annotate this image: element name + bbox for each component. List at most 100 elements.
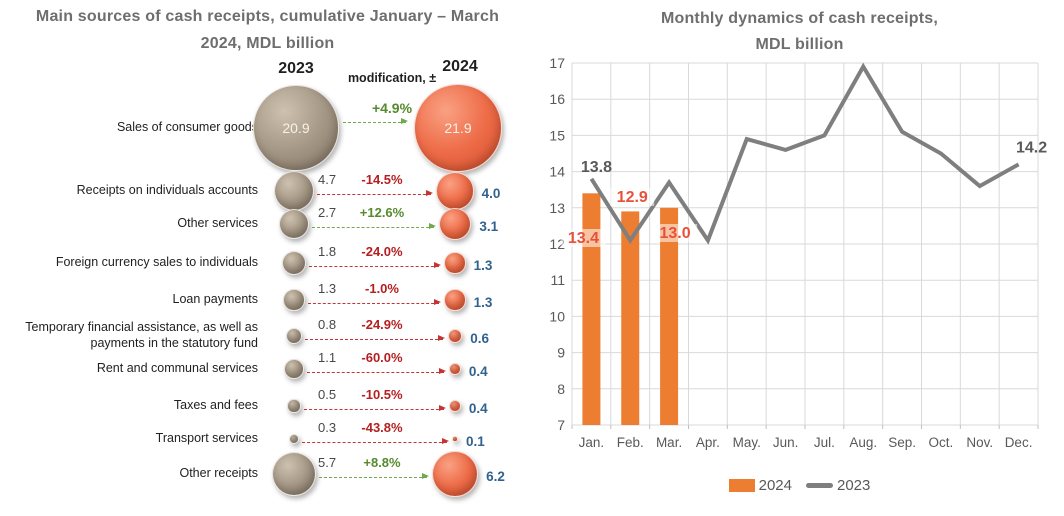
value-2024: 4.0 xyxy=(481,186,501,201)
change-percent: -24.0% xyxy=(361,244,403,259)
bar-2024-Jan. xyxy=(582,193,601,425)
x-tick-label: Sep. xyxy=(888,435,916,450)
value-2024: 0.4 xyxy=(468,364,488,379)
y-tick-label: 10 xyxy=(549,308,565,324)
y-tick-label: 7 xyxy=(557,417,565,433)
right-chart-title-line2: MDL billion xyxy=(755,36,844,53)
legend-item-2024: 2024 xyxy=(728,477,792,494)
change-percent: -24.9% xyxy=(361,317,403,332)
source-label: Foreign currency sales to individuals xyxy=(55,255,258,270)
bubble-2023: 20.9 xyxy=(253,85,339,171)
x-tick-label: Aug. xyxy=(849,435,877,450)
value-2024: 0.6 xyxy=(470,331,489,346)
x-tick-label: Nov. xyxy=(966,435,993,450)
value-2023: 0.5 xyxy=(318,387,337,402)
bubble-2024 xyxy=(447,328,463,344)
source-label: Sales of consumer goods xyxy=(116,120,258,135)
source-label: Transport services xyxy=(155,431,258,446)
column-header-2024: 2024 xyxy=(442,58,478,75)
change-arrow xyxy=(342,118,409,125)
change-percent: -14.5% xyxy=(361,172,403,187)
left-chart-title-line2: 2024, MDL billion xyxy=(200,35,335,52)
source-label: Temporary financial assistance, as well … xyxy=(25,320,258,350)
bubble-2024 xyxy=(449,363,461,375)
x-tick-label: Apr. xyxy=(696,435,720,450)
bubble-2024: 21.9 xyxy=(414,84,502,172)
bubble-value-2024: 21.9 xyxy=(444,119,472,136)
change-percent: -1.0% xyxy=(365,281,399,296)
line-2023 xyxy=(589,62,1020,245)
x-tick-label: Mar. xyxy=(656,435,682,450)
value-2023: 5.7 xyxy=(318,455,337,470)
value-2023: 4.7 xyxy=(318,172,337,187)
bar-label-mar: 13.0 xyxy=(660,225,691,242)
bubble-2023 xyxy=(281,250,307,276)
bar-label-feb: 12.9 xyxy=(617,189,648,206)
change-percent: -60.0% xyxy=(361,350,403,365)
y-tick-label: 16 xyxy=(549,91,565,107)
bubble-2023 xyxy=(284,359,304,379)
change-arrow xyxy=(302,438,449,445)
bar-2024-Feb. xyxy=(621,211,640,425)
y-tick-label: 15 xyxy=(549,127,565,143)
bubble-2024 xyxy=(444,252,466,274)
line-label-Dec.: 14.2 xyxy=(1016,139,1047,156)
x-tick-label: Jul. xyxy=(814,435,835,450)
change-arrow xyxy=(317,190,434,197)
legend-label-2024: 2024 xyxy=(758,477,792,494)
bubble-2024 xyxy=(444,289,466,311)
bubble-2023 xyxy=(273,170,315,212)
legend-swatch-2024-bar xyxy=(728,479,755,492)
main-sources-chart: Main sources of cash receipts, cumulativ… xyxy=(25,8,505,498)
value-2024: 0.4 xyxy=(468,401,488,416)
source-label: Receipts on individuals accounts xyxy=(76,183,258,198)
chart-legend: 2024 2023 xyxy=(535,477,1064,494)
value-2023: 0.8 xyxy=(318,317,337,332)
bubble-value-2023: 20.9 xyxy=(282,119,310,136)
column-header-modification: modification, ± xyxy=(347,71,437,85)
bubble-2023 xyxy=(288,433,300,445)
monthly-chart-plot: 7 8 9 10 11 12 13 14 15 16 17 Jan. Feb. Mar. Apr. May. J… xyxy=(549,55,1047,450)
x-tick-label: Feb. xyxy=(617,435,644,450)
change-arrow xyxy=(309,262,442,269)
bubble-2023 xyxy=(283,289,305,311)
bubble-2023 xyxy=(271,451,317,497)
change-percent: +4.9% xyxy=(371,100,413,116)
x-tick-label: Oct. xyxy=(929,435,954,450)
monthly-dynamics-chart: Monthly dynamics of cash receipts, MDL b… xyxy=(535,0,1064,516)
x-tick-label: Jun. xyxy=(773,435,799,450)
x-tick-label: May. xyxy=(733,435,761,450)
value-2023: 2.7 xyxy=(318,205,337,220)
y-tick-label: 9 xyxy=(557,345,565,361)
bubble-2024 xyxy=(436,172,474,210)
column-header-2023: 2023 xyxy=(278,60,314,77)
value-2024: 1.3 xyxy=(473,295,493,310)
change-arrow xyxy=(307,299,442,306)
change-arrow xyxy=(303,405,446,412)
y-tick-label: 12 xyxy=(549,236,565,252)
value-2024: 6.2 xyxy=(486,469,505,484)
bubble-2023 xyxy=(285,327,303,345)
bar-label-jan: 13.4 xyxy=(568,230,599,247)
change-arrow xyxy=(312,223,436,230)
legend-label-2023: 2023 xyxy=(837,477,871,494)
value-2023: 1.8 xyxy=(318,244,337,259)
value-2024: 1.3 xyxy=(473,258,493,273)
value-2024: 0.1 xyxy=(465,434,485,449)
line-label-Jan.: 13.8 xyxy=(581,159,612,176)
source-label: Loan payments xyxy=(172,292,258,307)
change-percent: +12.6% xyxy=(359,205,405,220)
right-chart-title-line1: Monthly dynamics of cash receipts, xyxy=(660,10,939,27)
source-label: Rent and communal services xyxy=(96,361,258,376)
value-2023: 1.1 xyxy=(318,350,337,365)
value-2023: 1.3 xyxy=(318,281,337,296)
bubble-2024 xyxy=(452,436,458,442)
y-tick-label: 8 xyxy=(557,381,565,397)
bubble-2024 xyxy=(438,207,472,241)
bubble-2024 xyxy=(431,450,479,498)
bar-2024-Mar. xyxy=(660,207,679,425)
change-percent: -43.8% xyxy=(361,420,403,435)
y-tick-label: 11 xyxy=(550,272,565,288)
bubble-2023 xyxy=(278,208,310,240)
